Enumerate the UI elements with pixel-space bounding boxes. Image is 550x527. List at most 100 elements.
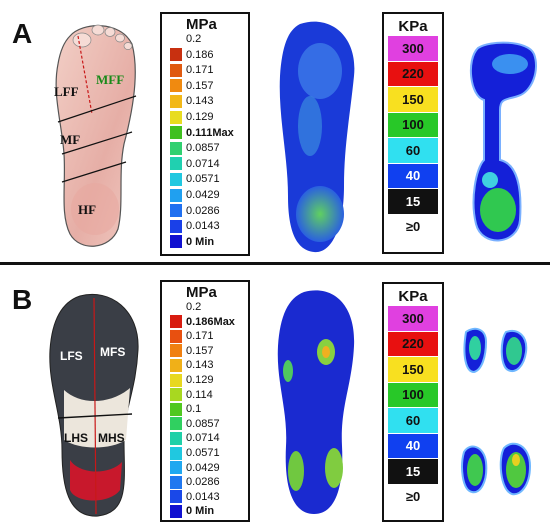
legend-label: 0.1 [186, 403, 202, 416]
legend-swatch [170, 431, 182, 445]
legend-entry: 0.143 [170, 358, 214, 372]
legend-swatch [170, 504, 182, 518]
kpa-entry: 40 [388, 433, 438, 458]
legend-entry: 0.186Max [170, 315, 235, 329]
legend-swatch [170, 235, 182, 249]
region-mhs-label: MHS [98, 431, 125, 445]
legend-swatch [170, 329, 182, 343]
legend-entry: 0.143 [170, 94, 214, 108]
region-mfs-label: MFS [100, 345, 125, 359]
legend-label: 0.171 [186, 330, 214, 343]
kpa-entry: 60 [388, 138, 438, 163]
legend-label: 0.111Max [186, 126, 234, 139]
legend-swatch [170, 188, 182, 202]
legend-label: 0 Min [186, 505, 215, 518]
legend-label: 0 Min [186, 235, 215, 248]
legend-label: 0.0143 [186, 220, 220, 233]
legend-swatch [170, 126, 182, 140]
legend-label: 0.143 [186, 95, 214, 108]
legend-label: 0.2 [186, 301, 202, 313]
kpa-title: KPa [398, 18, 428, 35]
kpa-entry: 150 [388, 87, 438, 112]
region-lff-label: LFF [54, 84, 79, 99]
legend-entry: 0.0143 [170, 219, 220, 233]
kpa-entry: 60 [388, 408, 438, 433]
legend-swatch [170, 157, 182, 171]
legend-entry: 0.129 [170, 110, 214, 124]
kpa-entry: 100 [388, 382, 438, 407]
kpa-legend-b: KPa 300 220 150 100 60 40 15 ≥0 [382, 282, 444, 522]
legend-label: 0.157 [186, 79, 214, 92]
kpa-entry: 150 [388, 357, 438, 382]
legend-entry: 0.0429 [170, 461, 220, 475]
legend-entry: 0.0571 [170, 446, 220, 460]
kpa-entry: ≥0 [388, 214, 438, 239]
legend-swatch [170, 490, 182, 504]
kpa-entry: 300 [388, 36, 438, 61]
kpa-entry: 15 [388, 459, 438, 484]
legend-entry: 0.0429 [170, 188, 220, 202]
legend-swatch [170, 300, 182, 314]
legend-swatch [170, 315, 182, 329]
legend-swatch [170, 172, 182, 186]
legend-swatch [170, 32, 182, 46]
legend-entry: 0 Min [170, 235, 214, 249]
plantar-pressure-map-a [469, 41, 537, 242]
legend-swatch [170, 475, 182, 489]
legend-entry: 0.111Max [170, 126, 234, 140]
legend-entry: 0.186 [170, 48, 214, 62]
kpa-entry: 300 [388, 306, 438, 331]
legend-label: 0.2 [186, 33, 202, 45]
kpa-entry: 40 [388, 163, 438, 188]
legend-entry: 0.2 [170, 32, 201, 46]
legend-entry: 0.0857 [170, 141, 220, 155]
legend-swatch [170, 141, 182, 155]
kpa-entry: ≥0 [388, 484, 438, 509]
kpa-entry: 100 [388, 112, 438, 137]
legend-label: 0.0429 [186, 189, 220, 201]
legend-entry: 0.1 [170, 402, 201, 416]
legend-swatch [170, 48, 182, 62]
legend-entry: 0.114 [170, 388, 213, 402]
legend-label: 0.143 [186, 359, 214, 372]
legend-entry: 0.0286 [170, 204, 220, 218]
legend-swatch [170, 204, 182, 218]
legend-title: MPa [186, 16, 217, 33]
legend-swatch [170, 219, 182, 233]
legend-entry: 0.171 [170, 63, 214, 77]
kpa-entry: 220 [388, 61, 438, 86]
legend-label: 0.186Max [186, 315, 235, 328]
legend-swatch [170, 344, 182, 358]
legend-label: 0.129 [186, 374, 214, 386]
legend-entry: 0.0714 [170, 431, 220, 445]
kpa-legend-a: KPa 300 220 150 100 60 40 15 ≥0 [382, 12, 444, 254]
legend-label: 0.114 [186, 388, 213, 401]
region-lhs-label: LHS [64, 431, 88, 445]
legend-entry: 0.0571 [170, 172, 220, 186]
legend-label: 0.0857 [186, 142, 220, 155]
legend-label: 0.0571 [186, 447, 220, 459]
legend-label: 0.186 [186, 48, 214, 61]
outsole-stress-map-b [277, 290, 355, 514]
legend-swatch [170, 358, 182, 372]
legend-label: 0.0714 [186, 157, 220, 170]
legend-entry: 0.0857 [170, 417, 220, 431]
panel-a-label: A [12, 18, 33, 49]
kpa-entry: 15 [388, 189, 438, 214]
legend-swatch [170, 417, 182, 431]
panel-divider [0, 262, 550, 265]
legend-swatch [170, 446, 182, 460]
legend-swatch [170, 388, 182, 402]
legend-label: 0.0429 [186, 461, 220, 474]
legend-label: 0.0143 [186, 490, 220, 503]
region-mff-label: MFF [96, 72, 124, 87]
legend-label: 0.129 [186, 111, 214, 123]
panel-b-label: B [12, 284, 33, 315]
insole-stress-map-a [279, 21, 355, 253]
legend-entry: 0.0286 [170, 475, 220, 489]
legend-swatch [170, 402, 182, 416]
legend-entry: 0 Min [170, 504, 214, 518]
legend-entry: 0.157 [170, 344, 214, 358]
foot-model: LFF MFF MF HF [54, 24, 137, 247]
legend-swatch [170, 63, 182, 77]
